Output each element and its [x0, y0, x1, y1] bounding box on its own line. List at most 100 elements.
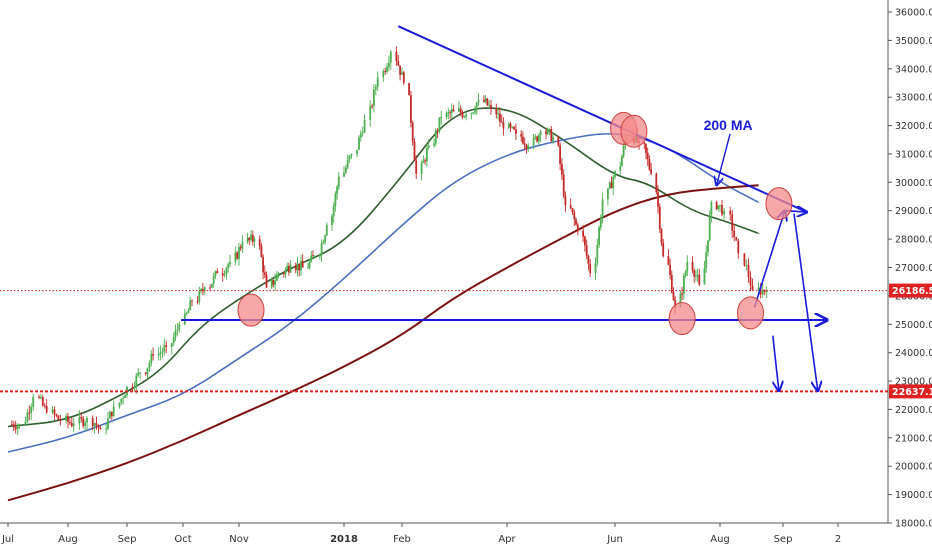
y-tick-label: 28000.00	[895, 235, 932, 246]
y-tick-label: 35000.00	[895, 36, 932, 47]
candle-body	[187, 310, 190, 314]
x-tick-label: Oct	[174, 534, 191, 545]
candle-body	[120, 398, 123, 403]
x-tick-label: Jul	[1, 534, 14, 545]
candle-body	[598, 227, 600, 245]
candle-body	[495, 108, 498, 115]
candle-body	[91, 418, 94, 427]
candle-body	[610, 182, 613, 189]
candle-body	[276, 274, 278, 281]
y-tick-label: 24000.00	[895, 348, 932, 359]
candle-body	[214, 271, 217, 276]
candle-body	[95, 423, 98, 426]
candle	[18, 423, 21, 429]
candle	[356, 149, 358, 158]
candle-body	[45, 405, 48, 413]
candle	[227, 262, 230, 273]
candle	[500, 114, 503, 123]
candle-body	[238, 247, 240, 259]
candle-body	[445, 112, 448, 117]
candle	[522, 131, 524, 145]
candle	[386, 63, 388, 74]
candle-body	[80, 416, 83, 419]
candle-body	[118, 402, 121, 407]
candle-body	[239, 247, 242, 249]
candle-body	[719, 205, 721, 206]
highlight-circle	[737, 296, 764, 330]
candle-body	[40, 397, 42, 399]
candle-body	[550, 129, 553, 141]
candle-body	[415, 160, 418, 174]
candle	[765, 286, 768, 299]
candle-body	[139, 372, 141, 374]
candle	[216, 268, 219, 274]
candle	[274, 273, 276, 291]
candle	[737, 238, 740, 259]
candle	[483, 95, 485, 103]
candle	[86, 416, 88, 430]
candle	[684, 269, 687, 278]
candle	[172, 332, 175, 346]
candle-body	[683, 276, 685, 294]
candle-body	[369, 105, 372, 120]
candle	[472, 111, 475, 115]
candle-body	[112, 406, 115, 417]
candle-body	[263, 272, 266, 275]
candle-body	[571, 208, 574, 213]
candle-body	[234, 252, 237, 262]
candle	[399, 65, 401, 81]
candle-body	[176, 329, 179, 331]
candle-body	[203, 287, 206, 292]
candle-body	[399, 65, 401, 75]
candle-body	[107, 418, 109, 429]
candle-body	[743, 253, 746, 266]
candle-body	[657, 192, 659, 207]
candle	[95, 416, 98, 430]
candle-body	[312, 255, 314, 257]
candle	[395, 46, 398, 66]
candle-body	[294, 264, 297, 271]
candle	[594, 257, 597, 280]
candle	[176, 323, 179, 336]
candle-body	[548, 129, 551, 130]
candle	[751, 278, 754, 291]
candle	[358, 135, 360, 150]
candle	[413, 138, 416, 161]
candle-body	[401, 72, 403, 75]
candle	[450, 103, 453, 119]
candle-body	[622, 145, 625, 157]
candle	[348, 155, 351, 163]
candle-body	[584, 236, 586, 246]
candle-body	[324, 235, 326, 243]
moving-average-line	[7, 107, 760, 428]
x-tick-label: Aug	[710, 534, 730, 545]
candle-body	[645, 143, 647, 153]
candle-body	[55, 414, 58, 416]
price-badge-label: 22637.14	[892, 387, 932, 398]
candle	[536, 135, 538, 143]
candle	[250, 230, 252, 243]
candle	[294, 262, 297, 274]
candle	[322, 239, 325, 244]
candle	[710, 200, 713, 223]
candle-body	[137, 372, 140, 376]
candle	[645, 143, 647, 160]
candle-body	[282, 273, 285, 275]
candle	[262, 254, 264, 280]
candle	[561, 158, 563, 180]
candle-body	[65, 415, 67, 421]
candle	[610, 176, 613, 189]
candle	[253, 236, 256, 248]
candle	[361, 126, 364, 137]
candle-body	[693, 270, 696, 277]
candle	[436, 128, 439, 139]
candle-body	[472, 112, 475, 114]
candle	[527, 143, 530, 153]
candle-body	[614, 171, 616, 177]
candle	[373, 84, 375, 113]
candle	[452, 105, 455, 112]
candle-body	[619, 166, 622, 171]
candle	[683, 273, 685, 300]
candle-body	[397, 61, 400, 66]
candle-body	[502, 122, 505, 129]
